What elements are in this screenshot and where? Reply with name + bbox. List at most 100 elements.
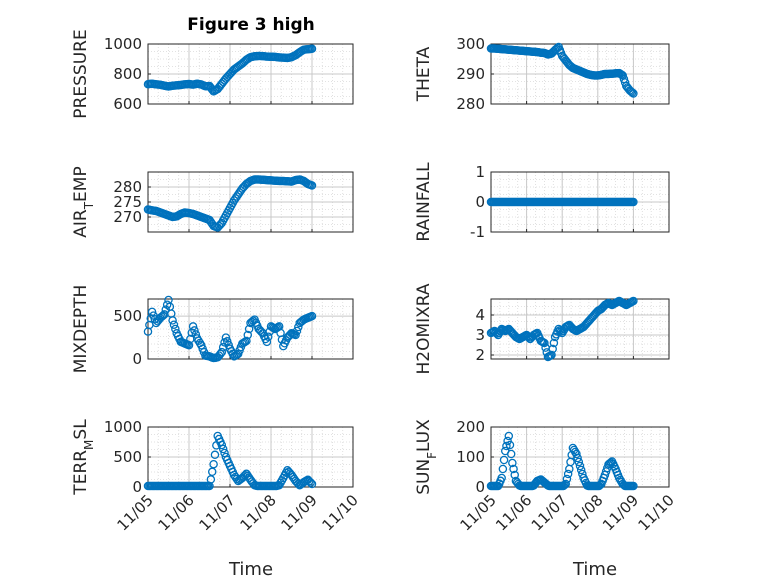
data-point: [559, 481, 568, 491]
y-axis-label: RAINFALL: [414, 162, 434, 242]
data-point: [262, 337, 272, 347]
data-point: [306, 478, 315, 487]
subplot-pressure: 600 800 1000 PRESSURE: [71, 29, 354, 119]
figure-title: Figure 3 high: [187, 15, 315, 35]
y-tick-label: 280: [113, 178, 142, 196]
data-point: [548, 344, 557, 354]
y-tick-label: 300: [456, 35, 485, 53]
data-point: [244, 324, 254, 334]
data-point: [498, 464, 508, 474]
y-tick-label: 290: [456, 65, 485, 83]
y-tick-label: 800: [113, 65, 142, 83]
y-tick-label: 275: [113, 193, 142, 211]
x-tick-label: 11/06: [155, 491, 198, 534]
data-point: [217, 347, 227, 357]
data-point: [239, 472, 248, 481]
series-markers: [486, 296, 638, 362]
y-axis-label: SUNFLUX: [414, 419, 439, 495]
data-point: [575, 461, 585, 471]
data-point: [509, 464, 518, 474]
data-point: [257, 327, 266, 337]
data-point: [169, 320, 179, 329]
data-point: [576, 465, 586, 475]
subplot-h2omixra: 2 3 4 H2OMIXRA: [414, 283, 670, 375]
data-point: [502, 441, 511, 451]
data-point: [188, 322, 198, 331]
data-point: [505, 440, 515, 450]
y-tick-label: 600: [113, 95, 142, 113]
y-tick-label: 2: [475, 346, 485, 364]
y-tick-label: 1000: [104, 418, 142, 436]
y-tick-label: 280: [456, 95, 485, 113]
y-tick-label: 1: [475, 163, 485, 181]
data-point: [574, 457, 584, 467]
series-markers: [143, 175, 317, 232]
data-point: [255, 326, 265, 335]
y-tick-label: 1000: [104, 35, 142, 53]
data-point: [629, 481, 638, 491]
subplot-terr-msl: 0 500 1000 TERRMSL 11/0511/0611/0711/0811/09…: [71, 418, 362, 534]
data-point: [307, 479, 317, 489]
data-point: [223, 337, 232, 346]
subplot-mixdepth: 0 500 MIXDEPTH: [71, 285, 354, 373]
data-point: [629, 296, 638, 306]
data-point: [190, 326, 199, 335]
subplot-theta: 280 290 300 THETA: [414, 35, 670, 113]
series-markers: [486, 42, 638, 98]
x-tick-label: 11/07: [196, 491, 239, 534]
data-point: [184, 341, 194, 350]
data-point: [627, 88, 637, 97]
x-axis-label-left: Time: [228, 559, 273, 580]
data-point: [562, 474, 572, 484]
data-point: [187, 328, 196, 337]
data-point: [499, 455, 509, 465]
data-point: [210, 450, 220, 460]
axes-frame: [147, 43, 354, 105]
data-point: [563, 469, 573, 479]
data-point: [247, 317, 257, 327]
data-point: [209, 459, 218, 469]
data-point: [573, 453, 582, 463]
x-tick-label: 11/08: [237, 491, 280, 534]
x-tick-label: 11/09: [599, 491, 642, 534]
x-tick-label: 11/05: [114, 491, 157, 534]
data-point: [561, 479, 571, 489]
axes-frame: [490, 43, 670, 105]
data-point: [549, 338, 559, 348]
data-point: [629, 89, 638, 98]
y-tick-label: -1: [470, 223, 485, 241]
data-point: [547, 350, 556, 360]
subplot-sun-flux: 0 100 200 SUNFLUX 11/0511/0611/0711/0811/091…: [414, 418, 678, 534]
axes-frame: [147, 426, 354, 488]
data-point: [221, 333, 231, 342]
axes-frame: [490, 426, 670, 488]
y-axis-label: PRESSURE: [71, 29, 91, 118]
y-tick-label: 0: [132, 478, 142, 496]
data-point: [504, 431, 514, 441]
y-tick-label: 200: [456, 418, 485, 436]
x-tick-label: 11/05: [457, 491, 500, 534]
x-tick-label: 11/08: [563, 491, 606, 534]
series-markers: [143, 44, 317, 96]
data-point: [220, 448, 229, 458]
data-point: [292, 326, 302, 336]
data-point: [307, 311, 317, 321]
data-point: [572, 449, 581, 459]
y-tick-label: 0: [132, 350, 142, 368]
series-markers: [486, 197, 638, 207]
data-point: [218, 444, 228, 454]
x-tick-label: 11/10: [635, 491, 678, 534]
x-axis-label-right: Time: [572, 559, 617, 580]
axes-frame: [147, 171, 354, 233]
y-tick-label: 0: [475, 193, 485, 211]
y-axis-label: H2OMIXRA: [414, 283, 434, 374]
y-tick-label: 500: [113, 307, 142, 325]
data-point: [171, 324, 180, 334]
y-tick-label: 500: [113, 448, 142, 466]
y-tick-label: 270: [113, 208, 142, 226]
data-point: [217, 440, 227, 450]
data-point: [510, 470, 519, 480]
data-point: [147, 307, 157, 317]
